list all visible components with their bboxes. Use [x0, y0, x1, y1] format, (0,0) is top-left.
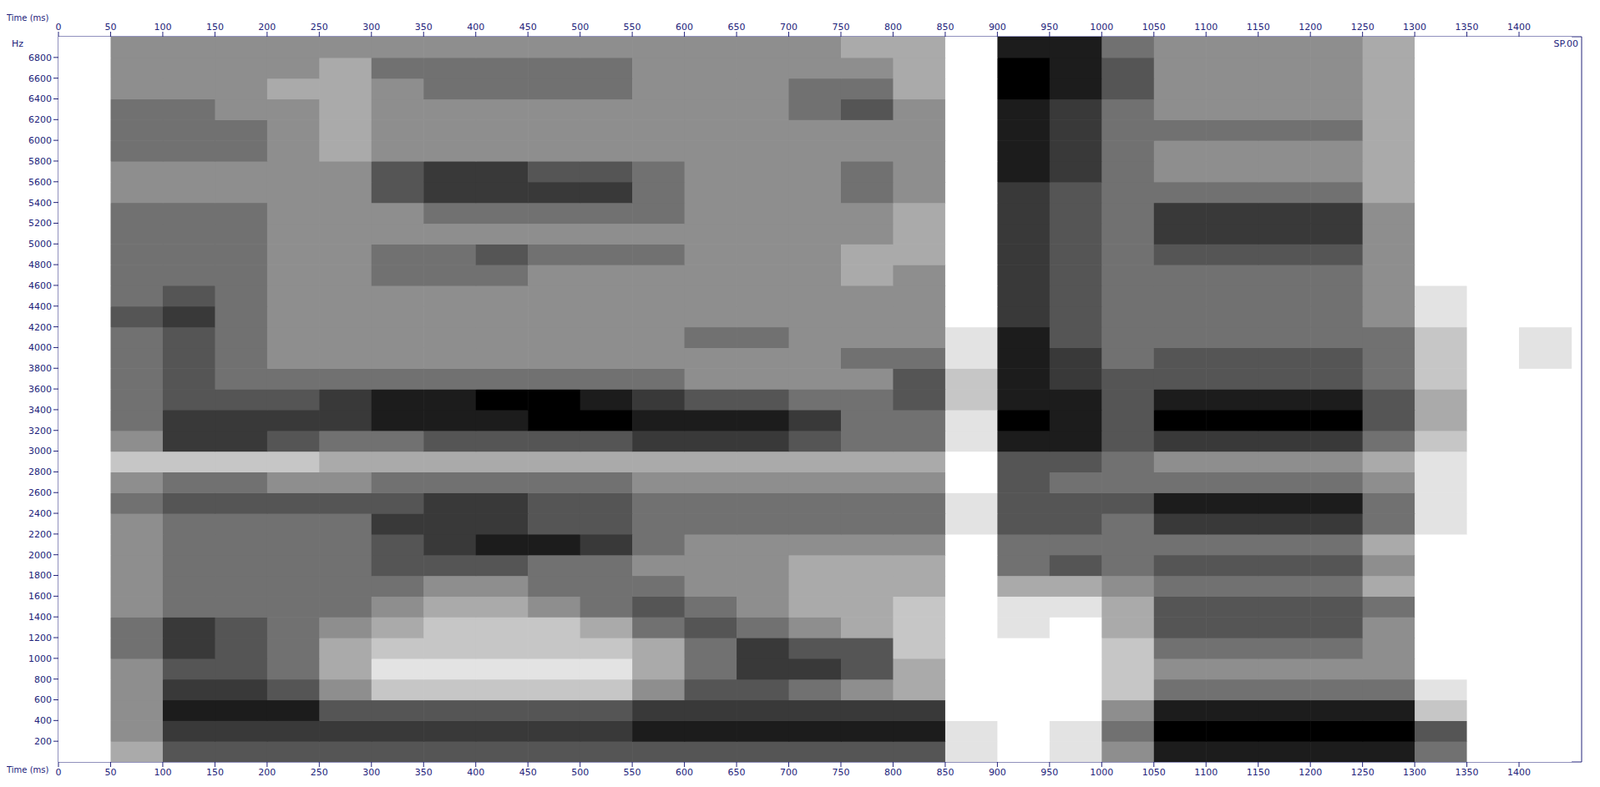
svg-text:6000: 6000: [28, 135, 52, 147]
svg-text:4800: 4800: [28, 259, 52, 271]
svg-text:1150: 1150: [1246, 767, 1271, 779]
svg-text:5400: 5400: [28, 197, 52, 209]
svg-text:850: 850: [936, 767, 954, 779]
svg-text:200: 200: [258, 767, 276, 779]
svg-text:5800: 5800: [28, 156, 52, 168]
svg-text:4200: 4200: [28, 322, 52, 334]
svg-text:1350: 1350: [1455, 767, 1479, 779]
svg-text:950: 950: [1040, 21, 1059, 33]
svg-text:1200: 1200: [28, 632, 52, 644]
svg-text:1300: 1300: [1402, 21, 1427, 33]
svg-text:350: 350: [415, 767, 433, 779]
svg-text:50: 50: [104, 767, 117, 779]
svg-text:300: 300: [362, 767, 380, 779]
svg-text:0: 0: [55, 767, 62, 779]
svg-text:550: 550: [623, 21, 642, 33]
svg-text:1000: 1000: [28, 653, 52, 665]
html-text:Time (ms): Time (ms): [6, 13, 49, 23]
svg-text:1100: 1100: [1194, 21, 1218, 33]
svg-text:3200: 3200: [28, 425, 52, 437]
svg-text:2200: 2200: [28, 529, 52, 541]
svg-text:5000: 5000: [28, 238, 52, 250]
svg-text:50: 50: [104, 21, 117, 33]
svg-text:1800: 1800: [28, 570, 52, 582]
svg-text:1400: 1400: [1507, 21, 1531, 33]
svg-text:300: 300: [362, 21, 380, 33]
svg-text:600: 600: [34, 694, 52, 706]
svg-text:3400: 3400: [28, 405, 52, 416]
svg-text:1100: 1100: [1194, 767, 1218, 779]
svg-text:400: 400: [466, 767, 485, 779]
svg-text:0: 0: [55, 21, 62, 33]
svg-text:5600: 5600: [28, 177, 52, 188]
svg-text:350: 350: [415, 21, 433, 33]
svg-text:400: 400: [466, 21, 485, 33]
svg-text:3000: 3000: [28, 445, 52, 457]
svg-text:700: 700: [779, 767, 798, 779]
svg-text:250: 250: [310, 21, 329, 33]
svg-text:450: 450: [519, 21, 537, 33]
svg-text:150: 150: [206, 767, 224, 779]
svg-text:1000: 1000: [1089, 21, 1114, 33]
svg-text:1050: 1050: [1142, 767, 1166, 779]
html-text:Hz: Hz: [11, 38, 24, 50]
svg-text:6400: 6400: [28, 93, 52, 105]
svg-text:100: 100: [153, 767, 172, 779]
svg-text:900: 900: [988, 21, 1007, 33]
svg-text:1400: 1400: [1507, 767, 1531, 779]
svg-text:1250: 1250: [1351, 767, 1375, 779]
svg-text:1000: 1000: [1089, 767, 1114, 779]
svg-text:6800: 6800: [28, 52, 52, 64]
svg-text:1400: 1400: [28, 612, 52, 623]
svg-text:200: 200: [34, 736, 52, 748]
svg-text:3600: 3600: [28, 384, 52, 395]
svg-text:750: 750: [831, 21, 850, 33]
html-text:SP.00: SP.00: [1553, 38, 1579, 50]
svg-text:6600: 6600: [28, 73, 52, 85]
svg-text:650: 650: [728, 21, 746, 33]
svg-text:800: 800: [884, 767, 902, 779]
svg-text:450: 450: [519, 767, 537, 779]
svg-text:250: 250: [310, 767, 329, 779]
svg-text:750: 750: [831, 767, 850, 779]
svg-text:150: 150: [206, 21, 224, 33]
svg-text:800: 800: [884, 21, 902, 33]
svg-text:2000: 2000: [28, 550, 52, 562]
svg-text:650: 650: [728, 767, 746, 779]
svg-text:900: 900: [988, 767, 1007, 779]
html-text:Time (ms): Time (ms): [6, 765, 49, 775]
svg-text:800: 800: [34, 674, 52, 686]
svg-text:6200: 6200: [28, 114, 52, 126]
svg-text:1200: 1200: [1298, 21, 1322, 33]
svg-text:500: 500: [571, 767, 589, 779]
svg-text:5200: 5200: [28, 217, 52, 229]
svg-text:4000: 4000: [28, 342, 52, 354]
svg-text:1200: 1200: [1298, 767, 1322, 779]
svg-text:1350: 1350: [1455, 21, 1479, 33]
svg-text:3800: 3800: [28, 363, 52, 375]
svg-text:400: 400: [34, 715, 52, 727]
svg-text:100: 100: [153, 21, 172, 33]
svg-text:1300: 1300: [1402, 767, 1427, 779]
svg-text:600: 600: [675, 767, 694, 779]
svg-text:1050: 1050: [1142, 21, 1166, 33]
svg-text:850: 850: [936, 21, 954, 33]
svg-text:500: 500: [571, 21, 589, 33]
svg-text:4600: 4600: [28, 280, 52, 292]
svg-text:600: 600: [675, 21, 694, 33]
svg-text:4400: 4400: [28, 301, 52, 313]
svg-text:2400: 2400: [28, 508, 52, 520]
svg-text:1150: 1150: [1246, 21, 1271, 33]
svg-text:1250: 1250: [1351, 21, 1375, 33]
svg-text:2600: 2600: [28, 487, 52, 499]
svg-text:700: 700: [779, 21, 798, 33]
svg-text:550: 550: [623, 767, 642, 779]
svg-text:950: 950: [1040, 767, 1059, 779]
svg-text:1600: 1600: [28, 591, 52, 603]
svg-text:200: 200: [258, 21, 276, 33]
svg-text:2800: 2800: [28, 466, 52, 478]
